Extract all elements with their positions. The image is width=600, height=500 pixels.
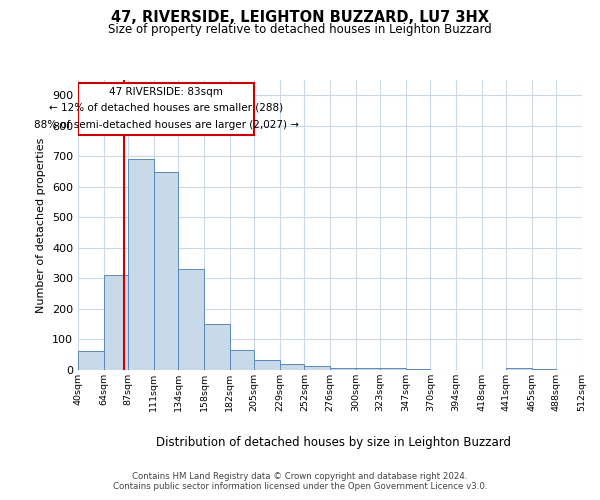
Text: Contains public sector information licensed under the Open Government Licence v3: Contains public sector information licen…	[113, 482, 487, 491]
Bar	[230, 350, 254, 370]
Bar	[78, 351, 104, 370]
Bar	[254, 360, 280, 370]
Bar	[304, 366, 330, 370]
Text: ← 12% of detached houses are smaller (288): ← 12% of detached houses are smaller (28…	[49, 103, 283, 113]
Bar	[356, 368, 380, 370]
Bar	[280, 364, 304, 370]
Bar	[380, 368, 406, 370]
Bar	[506, 368, 532, 370]
Bar	[154, 172, 178, 370]
Bar	[178, 270, 204, 370]
Text: Contains HM Land Registry data © Crown copyright and database right 2024.: Contains HM Land Registry data © Crown c…	[132, 472, 468, 481]
Bar	[330, 368, 356, 370]
Bar	[204, 324, 230, 370]
Text: 47 RIVERSIDE: 83sqm: 47 RIVERSIDE: 83sqm	[109, 88, 223, 98]
Text: 47, RIVERSIDE, LEIGHTON BUZZARD, LU7 3HX: 47, RIVERSIDE, LEIGHTON BUZZARD, LU7 3HX	[111, 10, 489, 25]
Bar	[128, 160, 154, 370]
Bar	[104, 276, 128, 370]
FancyBboxPatch shape	[78, 83, 254, 135]
Text: Size of property relative to detached houses in Leighton Buzzard: Size of property relative to detached ho…	[108, 22, 492, 36]
Y-axis label: Number of detached properties: Number of detached properties	[37, 138, 46, 312]
Text: Distribution of detached houses by size in Leighton Buzzard: Distribution of detached houses by size …	[155, 436, 511, 449]
Text: 88% of semi-detached houses are larger (2,027) →: 88% of semi-detached houses are larger (…	[34, 120, 299, 130]
